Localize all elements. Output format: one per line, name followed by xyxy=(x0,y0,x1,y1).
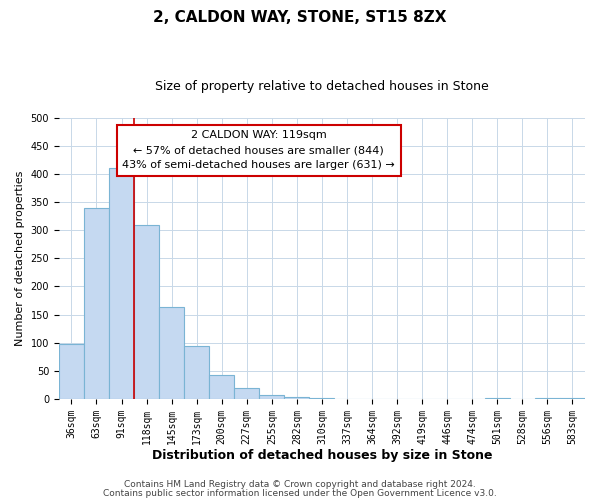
Text: Contains HM Land Registry data © Crown copyright and database right 2024.: Contains HM Land Registry data © Crown c… xyxy=(124,480,476,489)
X-axis label: Distribution of detached houses by size in Stone: Distribution of detached houses by size … xyxy=(152,450,492,462)
Bar xyxy=(535,398,560,399)
Bar xyxy=(184,346,209,399)
Bar xyxy=(84,208,109,399)
Bar xyxy=(134,224,159,399)
Bar xyxy=(159,308,184,399)
Text: Contains public sector information licensed under the Open Government Licence v3: Contains public sector information licen… xyxy=(103,488,497,498)
Y-axis label: Number of detached properties: Number of detached properties xyxy=(15,170,25,346)
Bar xyxy=(234,388,259,399)
Text: 2 CALDON WAY: 119sqm
← 57% of detached houses are smaller (844)
43% of semi-deta: 2 CALDON WAY: 119sqm ← 57% of detached h… xyxy=(122,130,395,170)
Title: Size of property relative to detached houses in Stone: Size of property relative to detached ho… xyxy=(155,80,489,93)
Bar xyxy=(560,398,585,399)
Bar xyxy=(109,168,134,399)
Bar xyxy=(284,398,310,399)
Bar xyxy=(59,344,84,399)
Bar xyxy=(485,398,510,399)
Text: 2, CALDON WAY, STONE, ST15 8ZX: 2, CALDON WAY, STONE, ST15 8ZX xyxy=(153,10,447,25)
Bar xyxy=(209,376,234,399)
Bar xyxy=(259,395,284,399)
Bar xyxy=(310,398,334,399)
